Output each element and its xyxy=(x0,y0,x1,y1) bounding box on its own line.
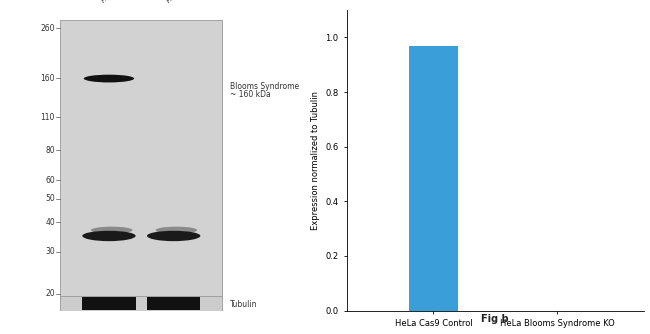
Bar xyxy=(147,298,200,310)
Text: 50: 50 xyxy=(46,194,55,203)
Text: 110: 110 xyxy=(41,113,55,122)
Text: ~ 160 kDa: ~ 160 kDa xyxy=(230,90,271,99)
Text: Blooms Syndrome: Blooms Syndrome xyxy=(230,82,300,91)
Text: 80: 80 xyxy=(46,146,55,155)
Text: 260: 260 xyxy=(40,24,55,33)
Text: HeLa Blooms Syndrome KO: HeLa Blooms Syndrome KO xyxy=(166,0,240,4)
Y-axis label: Expression normalized to Tubulin: Expression normalized to Tubulin xyxy=(311,91,320,230)
Ellipse shape xyxy=(83,231,136,241)
Bar xyxy=(83,298,136,310)
Text: 20: 20 xyxy=(46,289,55,298)
Text: 60: 60 xyxy=(46,176,55,185)
Text: 160: 160 xyxy=(40,74,55,83)
Text: Tubulin: Tubulin xyxy=(230,300,258,309)
Text: Fig b: Fig b xyxy=(482,314,509,324)
Text: 40: 40 xyxy=(46,217,55,226)
Ellipse shape xyxy=(147,231,200,241)
Text: HeLa Cas9 Control: HeLa Cas9 Control xyxy=(101,0,153,4)
Bar xyxy=(60,20,222,299)
Text: 30: 30 xyxy=(46,247,55,256)
Bar xyxy=(60,296,222,311)
Bar xyxy=(409,45,458,311)
Ellipse shape xyxy=(155,227,197,234)
Ellipse shape xyxy=(91,227,133,234)
Ellipse shape xyxy=(84,75,134,82)
